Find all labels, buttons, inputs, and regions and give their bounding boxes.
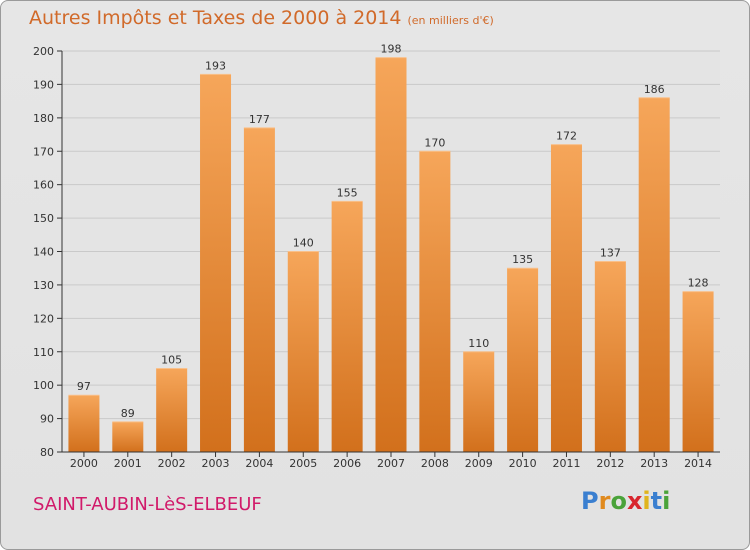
y-tick-label: 180	[33, 112, 54, 125]
y-tick-label: 140	[33, 246, 54, 259]
y-tick-label: 190	[33, 78, 54, 91]
bar-2007	[375, 57, 407, 452]
bar-2003	[200, 74, 232, 453]
y-tick-label: 130	[33, 279, 54, 292]
commune-name: SAINT-AUBIN-LèS-ELBEUF	[33, 494, 262, 515]
bar-2012	[594, 261, 626, 452]
bar-2006	[331, 201, 363, 452]
bar-2010	[507, 268, 539, 452]
value-label: 193	[205, 59, 226, 72]
x-tick-label: 2006	[333, 457, 361, 470]
y-tick-label: 120	[33, 312, 54, 325]
x-tick-label: 2005	[289, 457, 317, 470]
x-tick-label: 2007	[377, 457, 405, 470]
x-tick-label: 2014	[684, 457, 712, 470]
x-tick-label: 2011	[552, 457, 580, 470]
value-label: 89	[121, 407, 135, 420]
value-label: 105	[161, 353, 182, 366]
proxiti-logo[interactable]: Proxiti	[581, 487, 670, 515]
value-label: 186	[644, 83, 665, 96]
value-label: 128	[688, 277, 709, 290]
value-label: 172	[556, 130, 577, 143]
bar-2004	[243, 127, 275, 452]
x-tick-label: 2010	[509, 457, 537, 470]
bar-2014	[682, 291, 714, 452]
x-tick-label: 2000	[70, 457, 98, 470]
logo-letter: x	[626, 487, 643, 515]
bar-2001	[112, 421, 144, 452]
bar-2008	[419, 151, 451, 452]
y-tick-label: 80	[40, 446, 54, 459]
value-label: 135	[512, 253, 533, 266]
chart-title-text: Autres Impôts et Taxes de 2000 à 2014	[29, 7, 402, 29]
x-tick-label: 2001	[114, 457, 142, 470]
y-tick-label: 160	[33, 179, 54, 192]
value-label: 198	[381, 43, 402, 56]
y-tick-label: 90	[40, 413, 54, 426]
x-tick-label: 2012	[596, 457, 624, 470]
logo-letter: t	[650, 487, 663, 515]
bar-2005	[287, 251, 319, 452]
x-tick-label: 2002	[158, 457, 186, 470]
x-tick-label: 2013	[640, 457, 668, 470]
logo-letter: r	[598, 487, 611, 515]
chart-unit: (en milliers d'€)	[407, 14, 494, 27]
value-label: 177	[249, 113, 270, 126]
value-label: 155	[337, 186, 358, 199]
value-label: 97	[77, 380, 91, 393]
logo-letter: i	[642, 487, 651, 515]
x-tick-label: 2003	[202, 457, 230, 470]
logo-letter: i	[662, 487, 671, 515]
y-tick-label: 110	[33, 346, 54, 359]
value-label: 110	[468, 337, 489, 350]
x-tick-label: 2004	[245, 457, 273, 470]
y-tick-label: 170	[33, 145, 54, 158]
value-label: 140	[293, 237, 314, 250]
bar-2011	[550, 144, 582, 453]
chart-title: Autres Impôts et Taxes de 2000 à 2014 (en…	[29, 7, 494, 29]
bar-2009	[463, 351, 495, 452]
y-tick-label: 200	[33, 45, 54, 58]
value-label: 170	[424, 136, 445, 149]
bar-2002	[156, 368, 188, 452]
x-tick-label: 2008	[421, 457, 449, 470]
logo-letter: o	[610, 487, 627, 515]
value-label: 137	[600, 247, 621, 260]
bar-2013	[638, 97, 670, 453]
x-tick-label: 2009	[465, 457, 493, 470]
y-tick-label: 150	[33, 212, 54, 225]
logo-letter: P	[581, 487, 599, 515]
y-tick-label: 100	[33, 379, 54, 392]
bar-2000	[68, 395, 100, 452]
